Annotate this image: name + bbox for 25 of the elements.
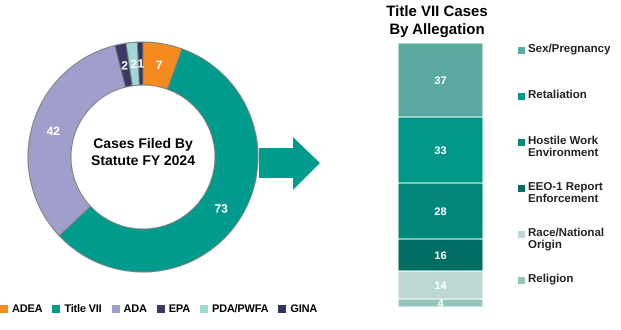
data-label: 37 [434,74,447,87]
data-label: 16 [434,250,447,262]
legend-label: Hostile Work Environment [528,135,600,159]
data-label: 33 [434,144,447,157]
text: Sex/Pregnancy [528,43,610,55]
legend-label: GINA [290,303,318,315]
data-label: 42 [46,124,60,138]
legend-label: Race/National Origin [528,227,606,251]
chart-title: Title VII Cases By Allegation [385,3,489,39]
legend-label: ADA [124,303,147,315]
data-label: 73 [214,201,228,216]
data-label: 2 [130,56,138,71]
legend-label: PDA/PWFA [212,303,268,315]
legend-label: EEO-1 Report Enforcement [528,181,604,205]
legend-label: Religion [528,273,574,285]
data-label: 7 [156,58,163,72]
legend-label: ADEA [12,303,42,315]
legend-label: Retaliation [528,89,588,101]
data-label: 2 [121,58,128,72]
legend-label: EPA [168,303,190,315]
legend-label: Title VII [64,303,102,315]
data-label: 14 [434,280,448,292]
data-label: 28 [434,206,447,218]
data-label: 4 [437,298,444,310]
text: Cases Filed By Statute FY 2024 [90,135,196,169]
